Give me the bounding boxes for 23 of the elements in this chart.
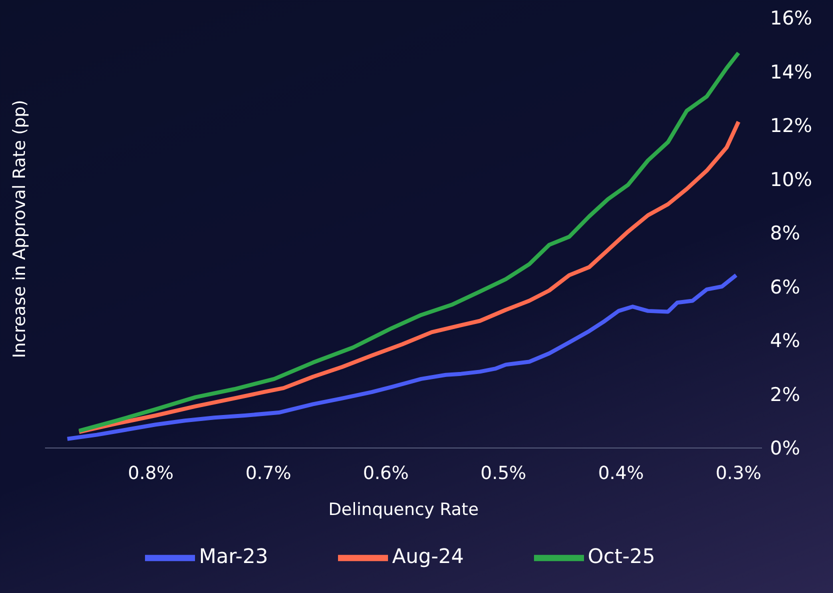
x-tick-label: 0.6% — [363, 462, 409, 484]
y-tick-label: 14% — [770, 61, 812, 84]
legend-label: Oct-25 — [588, 544, 656, 568]
x-tick-label: 0.8% — [128, 462, 174, 484]
y-axis-title: Increase in Approval Rate (pp) — [10, 100, 30, 358]
y-tick-label: 0% — [770, 438, 800, 460]
line-series — [77, 120, 740, 434]
y-tick-label: 2% — [770, 384, 800, 406]
x-tick-label: 0.3% — [716, 462, 762, 484]
y-tick-label: 6% — [770, 276, 800, 298]
line-series — [65, 273, 738, 441]
x-tick-label: 0.5% — [480, 462, 526, 484]
line-series — [77, 50, 740, 433]
y-tick-label: 16% — [770, 8, 812, 30]
y-tick-label: 12% — [770, 115, 812, 138]
x-axis-title: Delinquency Rate — [328, 500, 479, 520]
y-tick-label: 10% — [770, 168, 812, 191]
legend-label: Aug-24 — [392, 544, 464, 568]
legend-label: Mar-23 — [198, 544, 268, 568]
x-tick-label: 0.4% — [598, 462, 644, 484]
y-tick-label: 4% — [770, 330, 800, 352]
y-tick-label: 8% — [770, 222, 800, 245]
x-tick-label: 0.7% — [245, 462, 292, 484]
